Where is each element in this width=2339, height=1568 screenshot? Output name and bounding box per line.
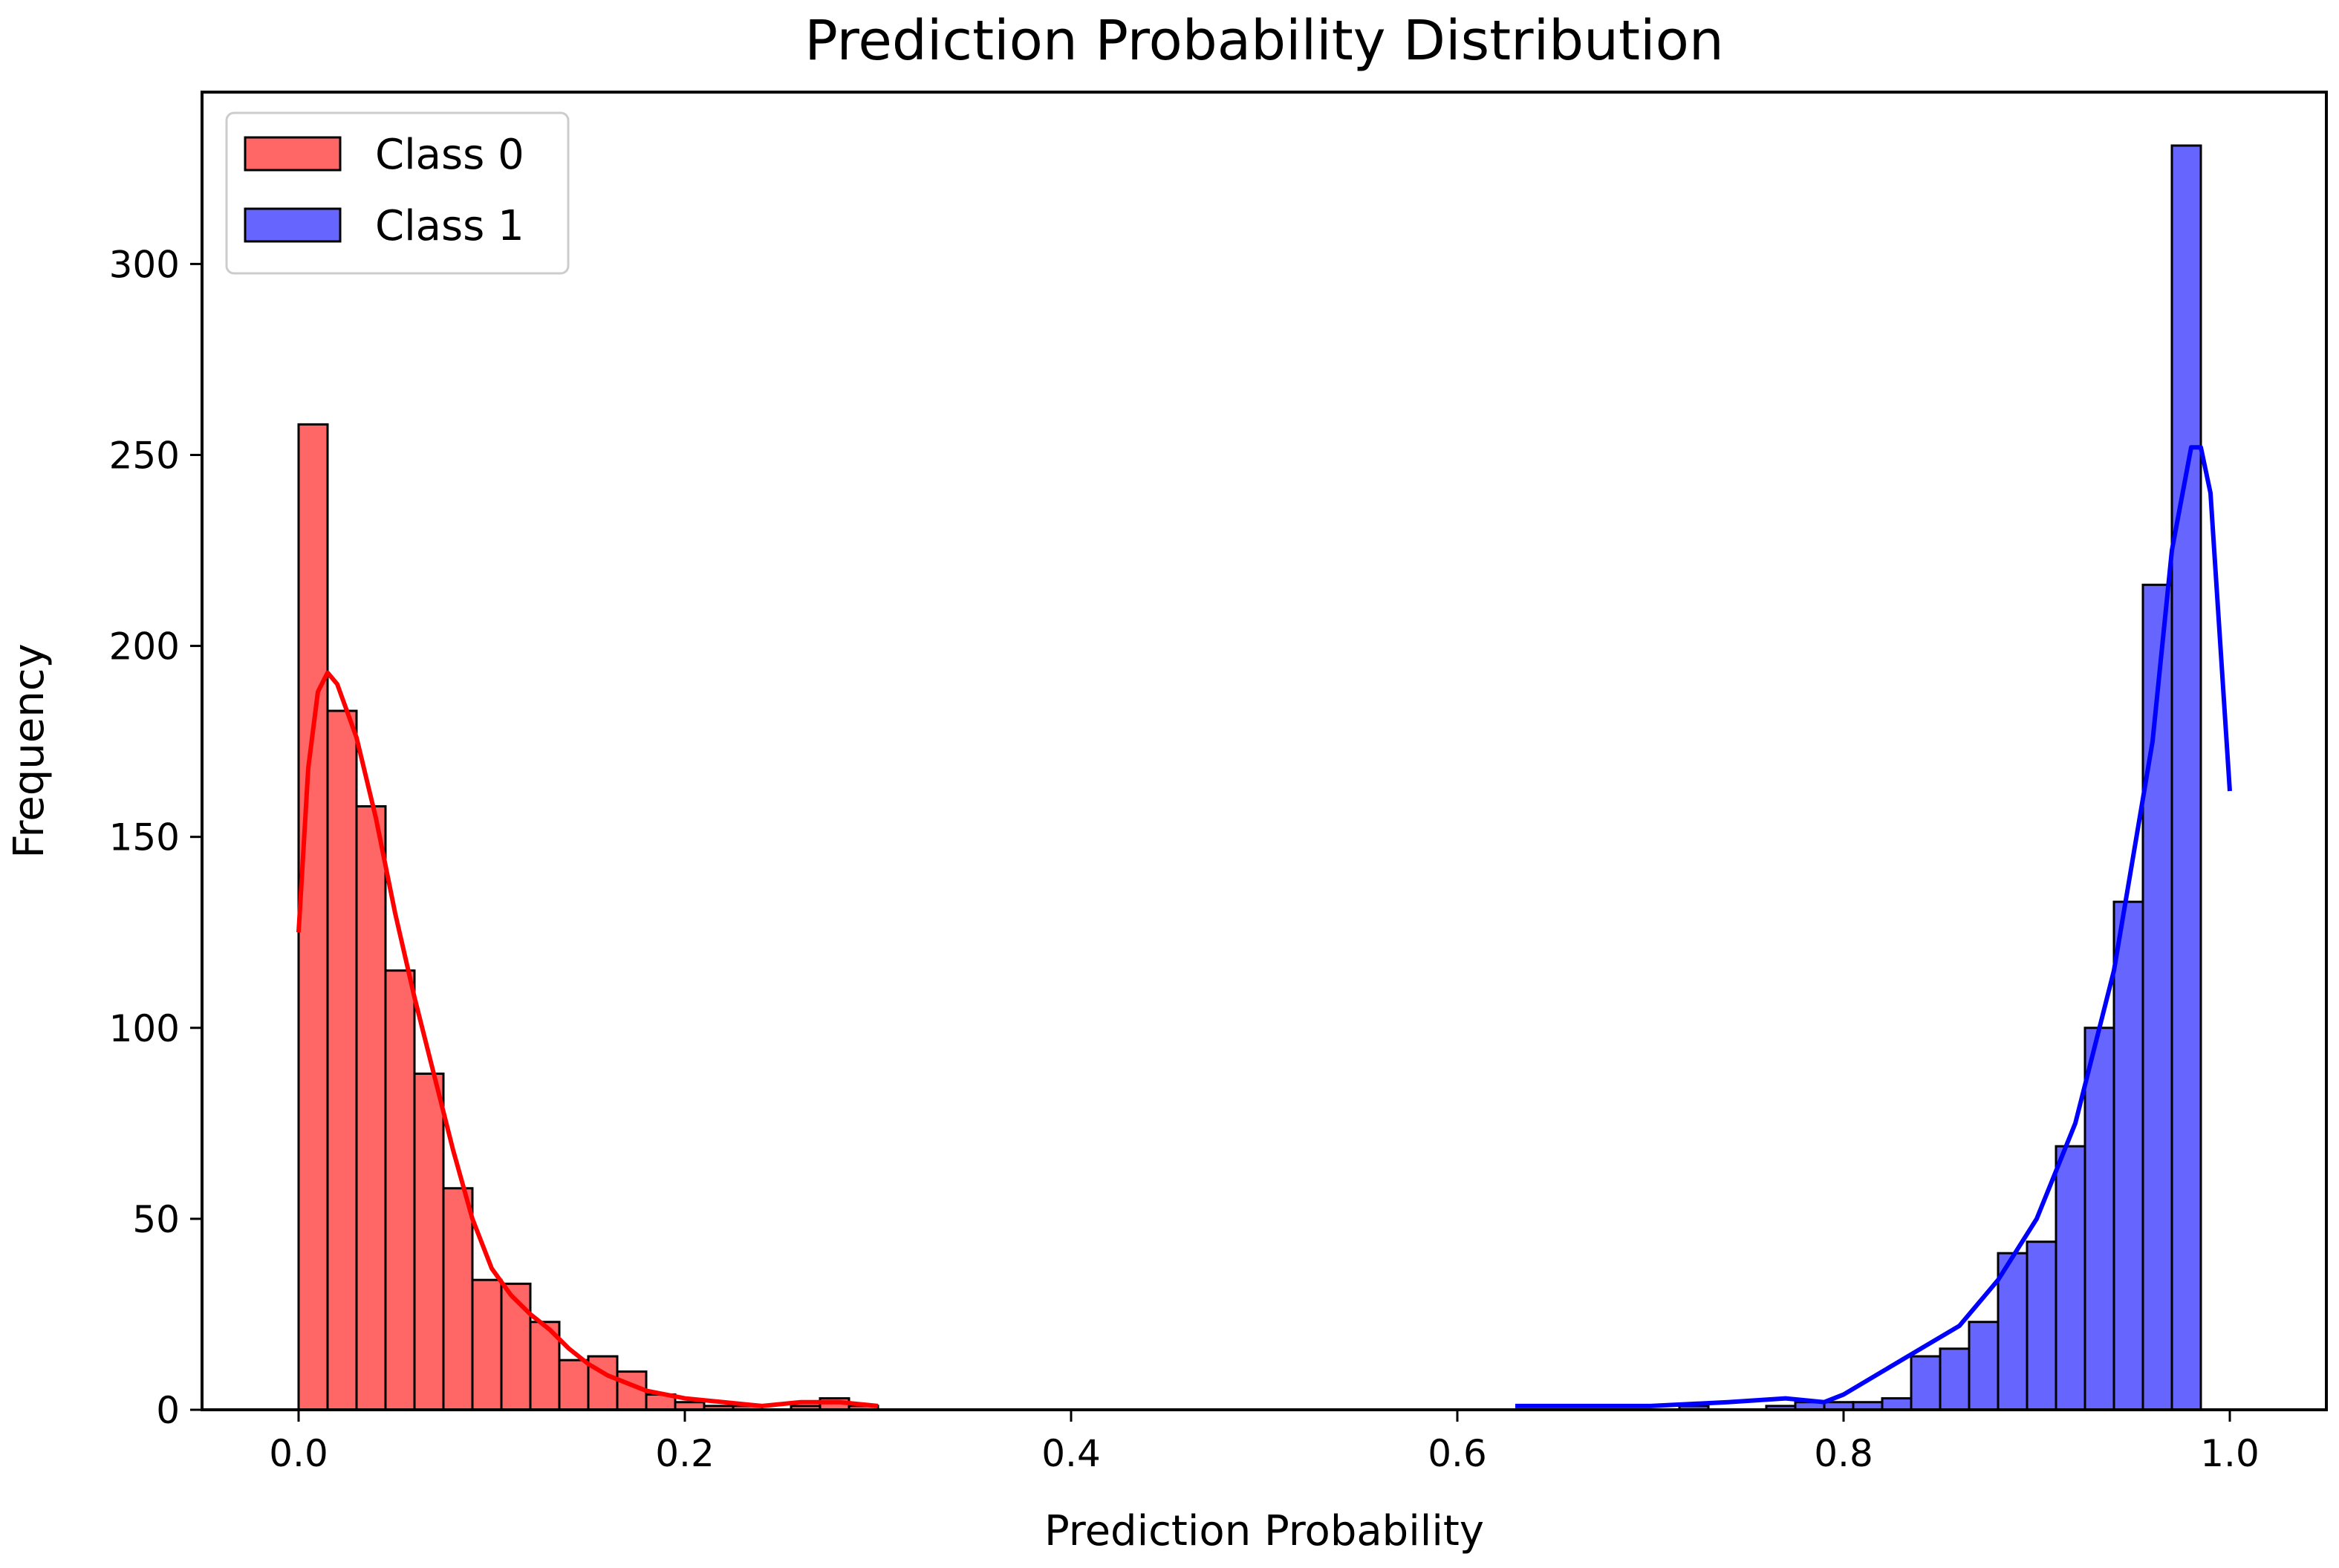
bars-group bbox=[297, 144, 2202, 1411]
y-axis-label: Frequency bbox=[5, 643, 53, 858]
x-axis-label: Prediction Probability bbox=[1044, 1507, 1484, 1555]
bar-series0-0 bbox=[297, 423, 329, 1411]
bar-series1-10 bbox=[1939, 1347, 1971, 1411]
bar-series1-18 bbox=[2170, 144, 2202, 1411]
x-tick-label-1: 0.2 bbox=[655, 1432, 715, 1475]
bar-series1-13 bbox=[2026, 1240, 2057, 1411]
y-tick-label-0: 0 bbox=[156, 1389, 180, 1432]
bar-series0-9 bbox=[558, 1359, 590, 1411]
bar-series0-6 bbox=[471, 1278, 503, 1411]
bar-series1-17 bbox=[2141, 583, 2173, 1411]
y-tick-label-5: 250 bbox=[109, 434, 180, 477]
chart-title: Prediction Probability Distribution bbox=[804, 9, 1724, 73]
legend-label-0: Class 0 bbox=[375, 131, 524, 179]
bar-series1-9 bbox=[1910, 1355, 1942, 1411]
y-tick-label-1: 50 bbox=[132, 1198, 180, 1241]
bar-series1-16 bbox=[2112, 900, 2144, 1411]
bar-series0-2 bbox=[355, 805, 387, 1411]
bar-series0-4 bbox=[413, 1073, 445, 1411]
y-tick-label-6: 300 bbox=[109, 243, 180, 286]
legend: Class 0 Class 1 bbox=[225, 111, 570, 275]
bar-series0-1 bbox=[326, 709, 358, 1411]
y-tick-label-3: 150 bbox=[109, 816, 180, 859]
bar-series1-14 bbox=[2055, 1145, 2086, 1411]
bar-series0-3 bbox=[384, 969, 416, 1411]
bar-series1-15 bbox=[2083, 1027, 2115, 1411]
x-tick-label-5: 1.0 bbox=[2200, 1432, 2260, 1475]
bar-series1-11 bbox=[1968, 1321, 2000, 1411]
x-tick-label-0: 0.0 bbox=[269, 1432, 328, 1475]
y-axis: 0 50 100 150 200 250 300 bbox=[109, 243, 202, 1432]
x-tick-label-4: 0.8 bbox=[1814, 1432, 1873, 1475]
legend-swatch-1 bbox=[244, 207, 342, 243]
legend-label-1: Class 1 bbox=[375, 202, 524, 250]
kde-line-series1 bbox=[1515, 445, 2232, 1408]
legend-swatch-0 bbox=[244, 136, 342, 172]
plot-frame bbox=[201, 91, 2328, 1411]
y-tick-label-4: 200 bbox=[109, 625, 180, 668]
x-tick-label-2: 0.4 bbox=[1041, 1432, 1101, 1475]
x-axis: 0.0 0.2 0.4 0.6 0.8 1.0 bbox=[269, 1410, 2260, 1475]
kde-line-series0 bbox=[296, 670, 879, 1408]
y-tick-label-2: 100 bbox=[109, 1007, 180, 1050]
x-tick-label-3: 0.6 bbox=[1428, 1432, 1487, 1475]
kde-lines-group bbox=[296, 445, 2232, 1408]
bar-series1-8 bbox=[1881, 1397, 1913, 1411]
bar-series0-5 bbox=[442, 1187, 474, 1411]
